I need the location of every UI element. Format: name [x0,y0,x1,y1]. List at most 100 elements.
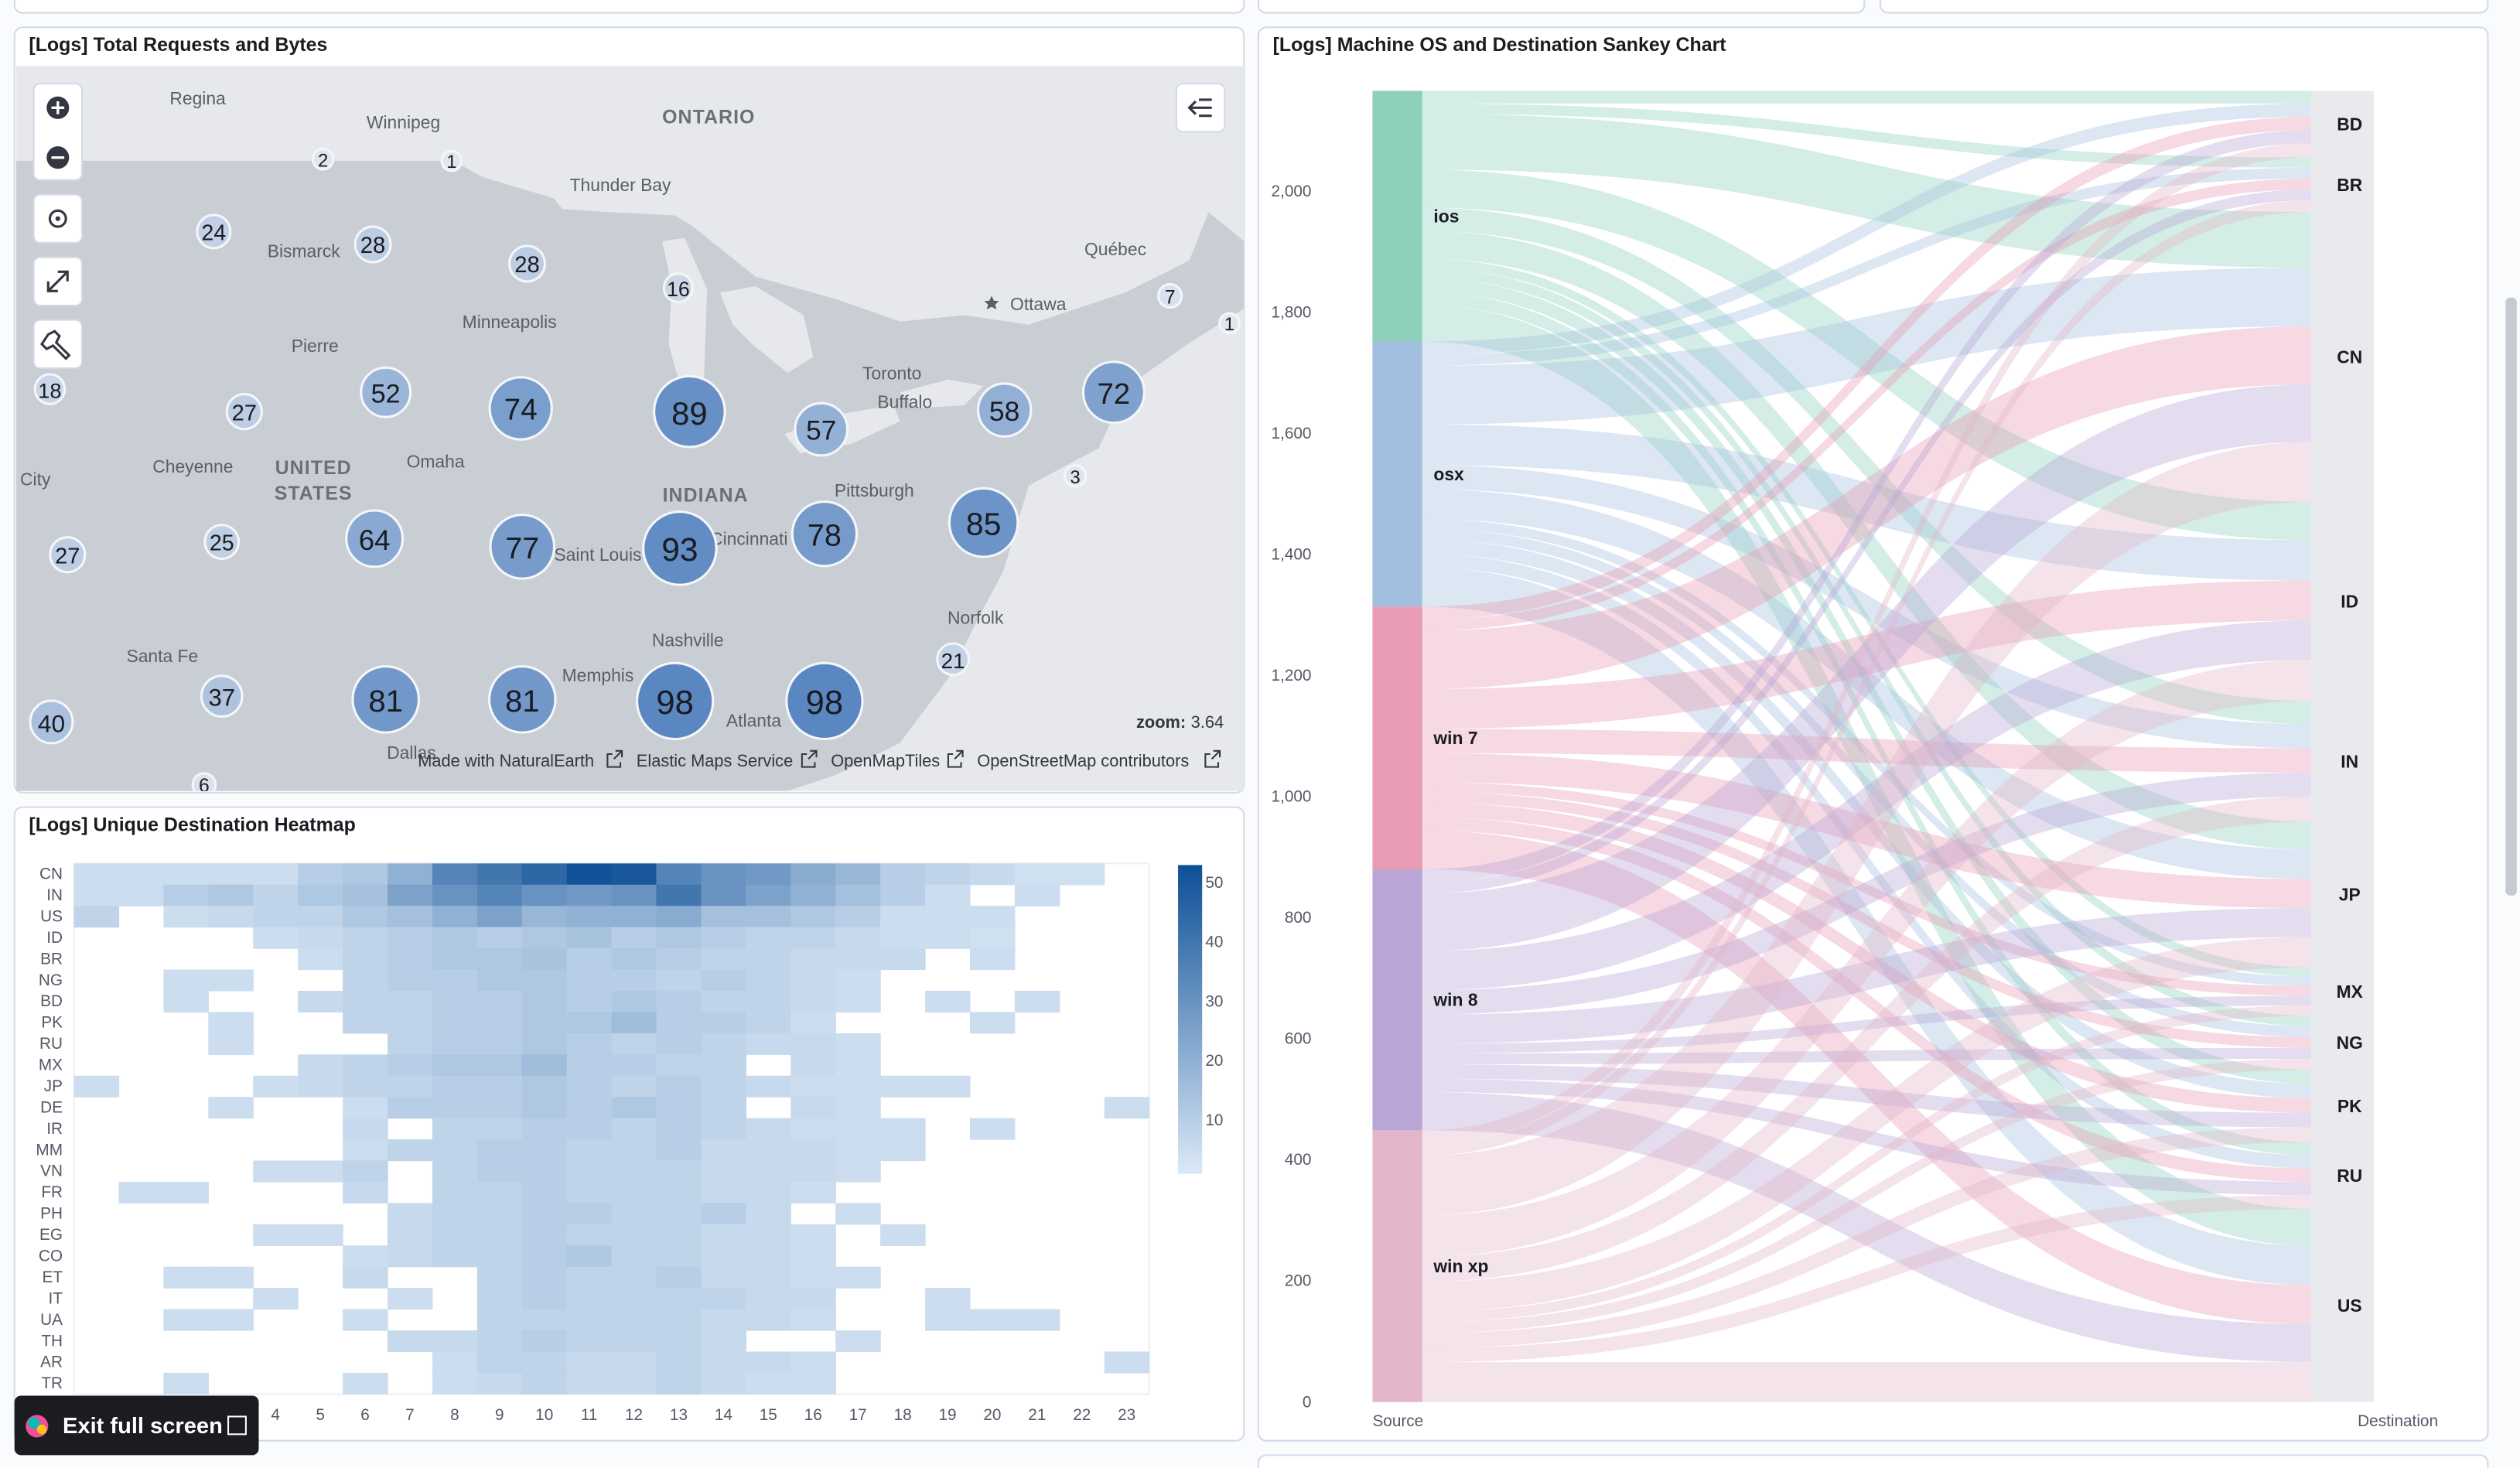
cluster[interactable] [311,148,335,171]
sankey-link [1422,908,2311,1044]
exit-fullscreen[interactable]: Exit full screen [14,1395,259,1456]
y-tick-label: 1,400 [1272,546,1312,564]
y-tick-label: DE [40,1098,63,1116]
cluster-label: 77 [505,531,539,565]
y-tick-label: CN [39,865,63,883]
cluster[interactable] [508,244,547,283]
cluster[interactable] [487,664,557,734]
cluster[interactable] [948,486,1019,558]
heat-cell [566,1351,613,1374]
source-label: osx [1433,464,1464,484]
map[interactable]: Regina Winnipeg Thunder Bay Bismarck Québec O… [15,66,1245,797]
cluster[interactable] [790,500,859,568]
cluster[interactable] [196,213,232,250]
cluster[interactable] [203,524,241,560]
heat-cell [880,948,926,971]
heat-cell [566,906,613,928]
cluster[interactable] [351,664,420,734]
cluster[interactable] [33,373,67,405]
heat-cell [298,906,343,928]
heat-cell [343,1266,388,1289]
cluster[interactable] [200,674,244,719]
cluster[interactable] [488,376,553,441]
cluster-label: 81 [368,684,403,719]
heat-cell [611,1309,657,1331]
x-tick-label: 15 [760,1406,777,1424]
heat-cell [521,1224,568,1246]
heat-cell [343,1118,388,1140]
sankey-link [1422,278,2311,1084]
sankey-link [1422,167,2311,366]
heat-cell [969,1309,1016,1331]
source-node [1372,869,1422,1131]
heat-cell [343,906,388,928]
capital-star [984,295,999,310]
cluster[interactable] [794,401,849,457]
heat-cell [521,1245,568,1268]
heat-cell [925,884,971,906]
heat-cell [388,1012,433,1034]
heat-cell [656,906,702,928]
cluster[interactable] [440,149,463,172]
heat-cell [701,969,746,992]
heat-cell [790,1266,836,1289]
cluster[interactable] [662,272,694,304]
exit-button[interactable] [14,1395,259,1456]
cluster[interactable] [1156,282,1183,309]
cluster[interactable] [653,374,726,449]
heat-cell [566,1309,613,1331]
cluster[interactable] [191,772,217,796]
cluster[interactable] [345,509,405,568]
cluster[interactable] [29,699,74,745]
heat-cell [746,1160,791,1183]
zoom-controls[interactable] [32,83,84,181]
sankey-link [1422,518,2311,987]
heat-cell [566,1245,613,1268]
heat-cell [476,927,523,949]
heat-cell [163,863,209,886]
heat-cell [343,1139,388,1162]
attribution[interactable]: OpenMapTiles [831,751,940,770]
heat-cell [746,1033,791,1055]
heat-cell [343,1160,388,1183]
heat-cell [611,1075,657,1098]
cluster[interactable] [1063,464,1088,488]
heat-cell [611,927,657,949]
heat-cell [701,1224,746,1246]
axis-label: Destination [2358,1412,2438,1430]
attribution[interactable]: Elastic Maps Service [637,751,793,770]
sankey-link [1422,995,2311,1053]
destination-node [2310,1016,2374,1070]
cluster[interactable] [642,510,718,586]
attribution[interactable]: Made with NaturalEarth [418,751,594,770]
scrollbar[interactable] [2505,297,2517,896]
cluster[interactable] [360,366,412,418]
y-tick-label: 800 [1285,909,1312,927]
heat-cell [343,1181,388,1204]
heat-cell [163,884,209,906]
heat-cell [835,1033,881,1055]
y-tick-label: 1,600 [1272,425,1312,442]
cluster[interactable] [1218,312,1241,335]
attribution[interactable]: OpenStreetMap contributors [977,751,1189,770]
place-label: Memphis [562,665,634,685]
place-label: Buffalo [877,392,932,412]
cluster[interactable] [1081,360,1146,425]
heat-cell [1014,884,1060,906]
heat-cell [611,1245,657,1268]
heat-cell [388,1330,433,1353]
cluster[interactable] [636,661,715,741]
cluster[interactable] [353,225,392,264]
destination-node [2310,90,2374,158]
cluster[interactable] [225,393,263,431]
heat-cell [656,927,702,949]
cluster[interactable] [785,661,864,741]
place-label: Toronto [862,363,921,383]
heat-cell [611,906,657,928]
cluster[interactable] [936,642,971,677]
cluster[interactable] [49,536,87,574]
place-label: Bismarck [268,241,341,261]
cluster[interactable] [489,513,556,580]
y-tick-label: MX [39,1057,63,1074]
cluster[interactable] [976,382,1033,438]
